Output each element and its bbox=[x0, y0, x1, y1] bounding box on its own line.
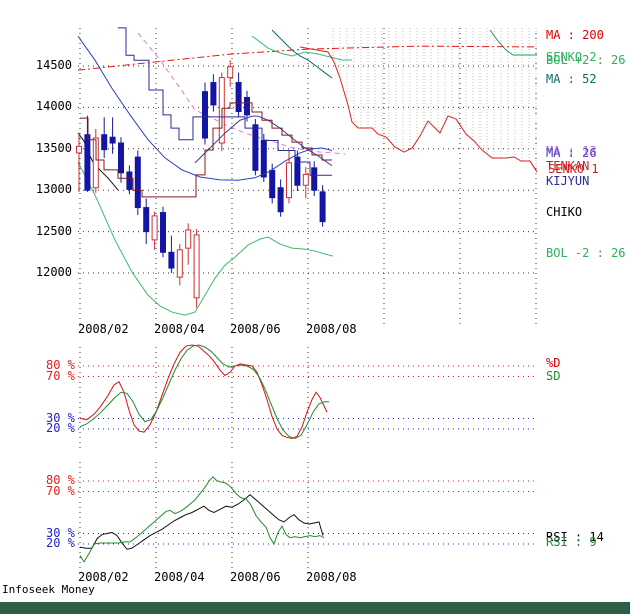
price-axis-label-12000: 12000 bbox=[35, 265, 72, 279]
date-axis-label-2008/02: 2008/02 bbox=[78, 322, 129, 336]
rsi-date-label-2008/08: 2008/08 bbox=[306, 570, 357, 584]
price-axis-label-14000: 14000 bbox=[35, 99, 72, 114]
price-axis-label-13500: 13500 bbox=[35, 140, 72, 155]
date-axis-label-2008/06: 2008/06 bbox=[230, 322, 281, 336]
rsi-date-label-2008/02: 2008/02 bbox=[78, 570, 129, 584]
rsi-date-label-2008/06: 2008/06 bbox=[230, 570, 281, 584]
ma200-label: MA : 200 bbox=[546, 28, 604, 42]
rsi-pct-label-70: 70 % bbox=[46, 483, 75, 498]
sd-label: SD bbox=[546, 369, 561, 383]
stoch-pct-label-30: 30 % bbox=[46, 410, 75, 425]
ma52-label: MA : 52 bbox=[546, 72, 597, 86]
rsi-date-label-2008/04: 2008/04 bbox=[154, 570, 205, 584]
price-axis-label-14500: 14500 bbox=[35, 58, 72, 72]
rsi-pct-label-20: 20 % bbox=[46, 536, 75, 550]
date-axis-label-2008/04: 2008/04 bbox=[154, 322, 205, 336]
bol-p2-label: BOL +2 : 26 bbox=[546, 53, 626, 67]
ma13-label: MA : 13 bbox=[546, 144, 597, 158]
price-axis-label-12500: 12500 bbox=[35, 223, 72, 238]
rsi-pct-label-80: 80 % bbox=[46, 473, 75, 487]
infoseek-money-watermark: Infoseek Money bbox=[2, 583, 95, 596]
bottom-bar bbox=[0, 602, 630, 614]
tenkan-label: TENKAN bbox=[546, 159, 590, 173]
rsi-pct-label-30: 30 % bbox=[46, 525, 75, 540]
stoch-pct-label-20: 20 % bbox=[46, 421, 75, 435]
bol-m2-label: BOL -2 : 26 bbox=[546, 246, 626, 260]
senko1-label: SENKO 1 bbox=[548, 162, 599, 176]
pd-label: %D bbox=[546, 356, 561, 370]
stoch-pct-label-70: 70 % bbox=[46, 368, 75, 383]
date-axis-label-2008/08: 2008/08 bbox=[306, 322, 357, 336]
chiko-label: CHIKO bbox=[546, 205, 583, 219]
stoch-pct-label-80: 80 % bbox=[46, 358, 75, 372]
price-axis-label-13000: 13000 bbox=[35, 182, 72, 197]
ma26-label: MA : 26 bbox=[546, 146, 597, 160]
rsi9-label: RSI : 9 bbox=[546, 535, 597, 549]
kijyun-label: KIJYUN bbox=[546, 174, 590, 188]
rsi14-label: RSI : 14 bbox=[546, 530, 604, 544]
senko2-label: SENKO 2 bbox=[546, 50, 597, 64]
